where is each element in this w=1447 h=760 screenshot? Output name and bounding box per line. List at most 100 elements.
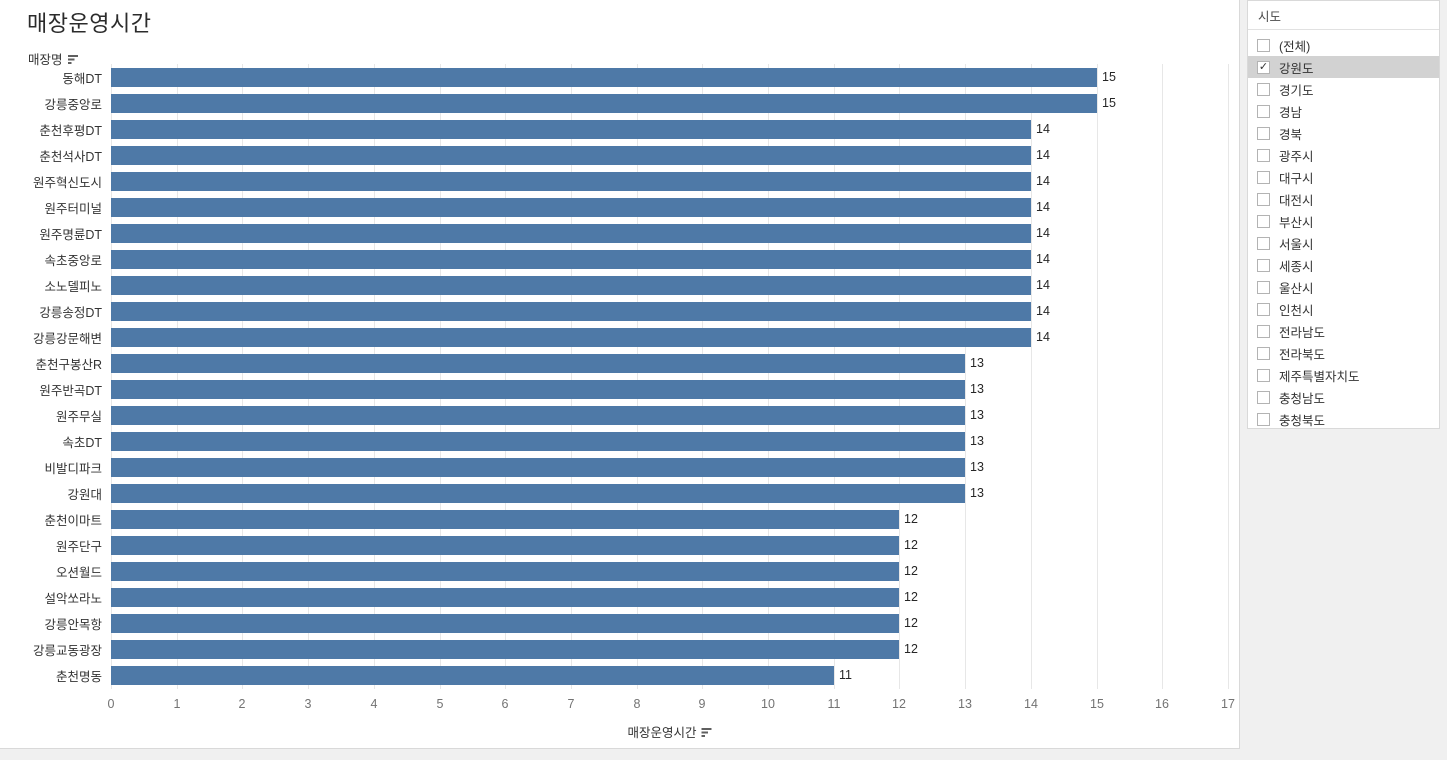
category-label[interactable]: 강릉강문해변 <box>32 331 102 346</box>
checkbox-unchecked[interactable] <box>1257 82 1270 96</box>
x-tick-label: 13 <box>958 697 972 711</box>
checkbox-unchecked[interactable] <box>1257 280 1270 294</box>
x-tick-label: 17 <box>1221 697 1235 711</box>
row-field-header[interactable]: 매장명 <box>28 49 79 68</box>
x-axis-title[interactable]: 매장운영시간 <box>627 722 712 741</box>
filter-item-세종시[interactable]: 세종시 <box>1248 254 1439 276</box>
bar-row: 춘천이마트 12 <box>0 506 1240 532</box>
bar[interactable] <box>111 197 1031 217</box>
filter-item-부산시[interactable]: 부산시 <box>1248 210 1439 232</box>
bar-row: 강릉중앙로 15 <box>0 90 1240 116</box>
filter-item-서울시[interactable]: 서울시 <box>1248 232 1439 254</box>
category-label[interactable]: 설악쏘라노 <box>44 591 102 606</box>
category-label[interactable]: 강원대 <box>67 487 102 502</box>
bar[interactable] <box>111 405 965 425</box>
x-tick-label: 9 <box>698 697 706 711</box>
bar[interactable] <box>111 223 1031 243</box>
bar[interactable] <box>111 665 834 685</box>
bar[interactable] <box>111 483 965 503</box>
filter-item-대전시[interactable]: 대전시 <box>1248 188 1439 210</box>
bar[interactable] <box>111 249 1031 269</box>
bar[interactable] <box>111 275 1031 295</box>
category-label[interactable]: 비발디파크 <box>44 461 102 476</box>
bar-value-label: 13 <box>970 486 984 500</box>
category-label[interactable]: 원주단구 <box>55 539 102 554</box>
bar[interactable] <box>111 145 1031 165</box>
bar[interactable] <box>111 535 899 555</box>
category-label[interactable]: 원주명륜DT <box>39 227 102 242</box>
filter-item-전체[interactable]: (전체) <box>1248 34 1439 56</box>
bar[interactable] <box>111 301 1031 321</box>
category-label[interactable]: 원주터미널 <box>44 201 102 216</box>
filter-item-충청북도[interactable]: 충청북도 <box>1248 408 1439 430</box>
category-label[interactable]: 소노델피노 <box>44 279 102 294</box>
checkbox-unchecked[interactable] <box>1257 346 1270 360</box>
category-label[interactable]: 춘천석사DT <box>39 149 102 164</box>
bar[interactable] <box>111 561 899 581</box>
category-label[interactable]: 속초중앙로 <box>44 253 102 268</box>
category-label[interactable]: 춘천후평DT <box>39 123 102 138</box>
category-label[interactable]: 춘천명동 <box>55 669 102 684</box>
bar-rows: 동해DT 15 강릉중앙로 15 춘천후평DT 14 춘천석사DT 14 원주혁신도시 14 원주터… <box>0 64 1240 688</box>
bar[interactable] <box>111 67 1097 87</box>
bar[interactable] <box>111 509 899 529</box>
category-label[interactable]: 춘천구봉산R <box>35 357 102 372</box>
checkbox-unchecked[interactable] <box>1257 214 1270 228</box>
checkbox-unchecked[interactable] <box>1257 390 1270 404</box>
checkbox-unchecked[interactable] <box>1257 104 1270 118</box>
bar[interactable] <box>111 431 965 451</box>
bar[interactable] <box>111 639 899 659</box>
checkbox-unchecked[interactable] <box>1257 38 1270 52</box>
chart-sheet: 매장운영시간 매장명 동해DT 15 강릉중앙로 15 춘천후평DT 14 춘천석사DT 14… <box>0 0 1240 749</box>
filter-item-경기도[interactable]: 경기도 <box>1248 78 1439 100</box>
filter-item-경북[interactable]: 경북 <box>1248 122 1439 144</box>
bar[interactable] <box>111 457 965 477</box>
checkbox-unchecked[interactable] <box>1257 236 1270 250</box>
bar-row: 강원대 13 <box>0 480 1240 506</box>
filter-item-전라북도[interactable]: 전라북도 <box>1248 342 1439 364</box>
category-label[interactable]: 원주반곡DT <box>39 383 102 398</box>
bar[interactable] <box>111 353 965 373</box>
checkbox-unchecked[interactable] <box>1257 324 1270 338</box>
category-label[interactable]: 강릉중앙로 <box>44 97 102 112</box>
category-label[interactable]: 강릉안목항 <box>44 617 102 632</box>
filter-item-강원도[interactable]: ✓ 강원도 <box>1248 56 1439 78</box>
filter-item-제주특별자치도[interactable]: 제주특별자치도 <box>1248 364 1439 386</box>
checkbox-unchecked[interactable] <box>1257 258 1270 272</box>
checkbox-unchecked[interactable] <box>1257 126 1270 140</box>
checkbox-unchecked[interactable] <box>1257 192 1270 206</box>
bar[interactable] <box>111 379 965 399</box>
bar[interactable] <box>111 93 1097 113</box>
checkbox-unchecked[interactable] <box>1257 170 1270 184</box>
bar-row: 강릉강문해변 14 <box>0 324 1240 350</box>
x-tick-label: 10 <box>761 697 775 711</box>
filter-item-경남[interactable]: 경남 <box>1248 100 1439 122</box>
category-label[interactable]: 원주무실 <box>55 409 102 424</box>
bar[interactable] <box>111 613 899 633</box>
filter-item-전라남도[interactable]: 전라남도 <box>1248 320 1439 342</box>
category-label[interactable]: 오션월드 <box>55 565 102 580</box>
bar-row: 원주단구 12 <box>0 532 1240 558</box>
category-label[interactable]: 춘천이마트 <box>44 513 102 528</box>
checkbox-unchecked[interactable] <box>1257 148 1270 162</box>
filter-item-충청남도[interactable]: 충청남도 <box>1248 386 1439 408</box>
filter-item-광주시[interactable]: 광주시 <box>1248 144 1439 166</box>
checkbox-unchecked[interactable] <box>1257 302 1270 316</box>
category-label[interactable]: 원주혁신도시 <box>32 175 102 190</box>
filter-item-인천시[interactable]: 인천시 <box>1248 298 1439 320</box>
chart-title: 매장운영시간 <box>27 11 152 36</box>
checkbox-unchecked[interactable] <box>1257 412 1270 426</box>
category-label[interactable]: 강릉교동광장 <box>32 643 102 658</box>
checkbox-checked[interactable]: ✓ <box>1257 60 1270 74</box>
bar[interactable] <box>111 171 1031 191</box>
category-label[interactable]: 속초DT <box>62 435 102 450</box>
category-label[interactable]: 동해DT <box>62 71 102 86</box>
checkbox-unchecked[interactable] <box>1257 368 1270 382</box>
filter-item-울산시[interactable]: 울산시 <box>1248 276 1439 298</box>
bar[interactable] <box>111 587 899 607</box>
bar[interactable] <box>111 119 1031 139</box>
category-label[interactable]: 강릉송정DT <box>39 305 102 320</box>
filter-item-대구시[interactable]: 대구시 <box>1248 166 1439 188</box>
bar[interactable] <box>111 327 1031 347</box>
